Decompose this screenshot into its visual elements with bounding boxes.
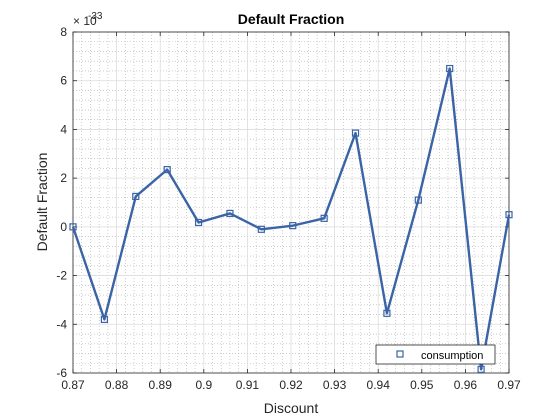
data-point-marker bbox=[351, 129, 360, 137]
data-point-marker bbox=[69, 223, 77, 231]
x-tick-label: 0.94 bbox=[367, 378, 391, 392]
series-group bbox=[69, 64, 513, 373]
data-point-marker bbox=[194, 218, 203, 227]
x-tick-label: 0.95 bbox=[410, 378, 434, 392]
y-tick-label: -6 bbox=[56, 366, 67, 380]
y-tick-label: 0 bbox=[60, 220, 67, 234]
legend-label: consumption bbox=[421, 350, 483, 362]
y-tick-label: 6 bbox=[60, 74, 67, 88]
x-tick-label: 0.9 bbox=[195, 378, 212, 392]
x-tick-label: 0.91 bbox=[236, 378, 260, 392]
x-tick-label: 0.93 bbox=[323, 378, 347, 392]
y-exponent-label: × 10 bbox=[73, 14, 97, 28]
data-point-marker bbox=[100, 315, 108, 324]
chart-title: Default Fraction bbox=[238, 11, 345, 27]
x-tick-label: 0.92 bbox=[279, 378, 303, 392]
x-tick-label: 0.96 bbox=[454, 378, 478, 392]
x-tick-label: 0.89 bbox=[149, 378, 173, 392]
legend-box bbox=[375, 344, 496, 365]
x-tick-label: 0.97 bbox=[497, 378, 521, 392]
legend-marker bbox=[396, 350, 404, 358]
minor-grid bbox=[73, 32, 509, 373]
y-tick-label: -4 bbox=[56, 317, 67, 331]
legend: consumption bbox=[375, 344, 496, 365]
data-point-marker bbox=[477, 365, 485, 373]
y-tick-label: 2 bbox=[60, 171, 67, 185]
x-axis-label: Discount bbox=[264, 400, 319, 416]
data-point-marker bbox=[383, 309, 391, 317]
y-exponent-value: -33 bbox=[88, 11, 103, 22]
data-point-marker bbox=[414, 196, 422, 204]
data-point-marker bbox=[320, 214, 328, 222]
data-point-marker bbox=[163, 166, 171, 174]
data-point-marker bbox=[289, 222, 297, 230]
y-axis-label: Default Fraction bbox=[34, 153, 50, 252]
y-tick-label: 8 bbox=[60, 25, 67, 39]
y-axis-ticks: -6 -4 -2 0 2 4 6 8 bbox=[56, 25, 509, 380]
data-point-marker bbox=[226, 209, 234, 218]
series-line-consumption bbox=[71, 67, 511, 371]
x-tick-label: 0.87 bbox=[61, 378, 85, 392]
data-point-marker bbox=[132, 192, 140, 201]
x-axis-ticks: 0.87 0.88 0.89 0.9 0.91 0.92 0.93 0.94 0.95 0.96 0… bbox=[61, 32, 521, 392]
y-tick-label: 4 bbox=[60, 122, 67, 136]
data-point-marker bbox=[257, 225, 265, 233]
x-tick-label: 0.88 bbox=[105, 378, 129, 392]
major-grid bbox=[72, 31, 510, 374]
data-point-marker bbox=[446, 64, 454, 73]
data-point-marker bbox=[505, 211, 513, 219]
y-tick-label: -2 bbox=[56, 269, 67, 283]
